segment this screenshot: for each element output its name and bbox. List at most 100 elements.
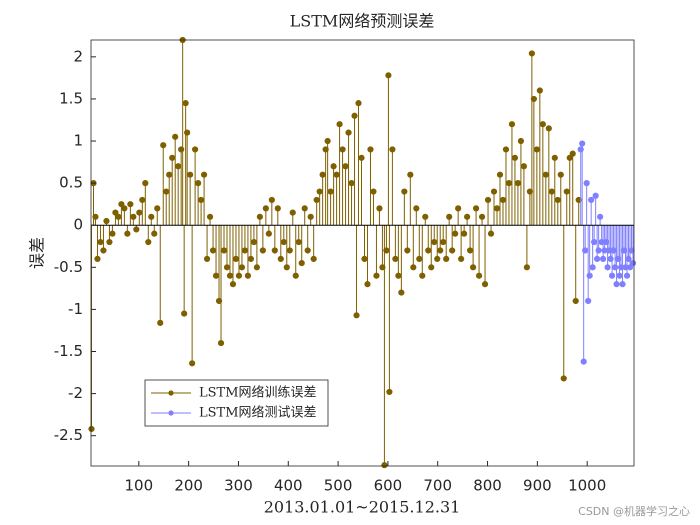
- stem-marker: [142, 180, 149, 187]
- stem-marker: [505, 180, 513, 187]
- stem-marker: [416, 255, 423, 262]
- watermark: CSDN @机器学习之心: [578, 504, 690, 518]
- stem-marker: [407, 171, 414, 178]
- stem-marker: [434, 255, 441, 262]
- stem-marker: [127, 201, 134, 208]
- stem-marker: [557, 171, 564, 178]
- stem-marker: [92, 213, 99, 220]
- stem-marker: [449, 247, 456, 254]
- stem-marker: [324, 137, 331, 145]
- stem-marker: [339, 146, 346, 153]
- y-tick-label: -1.5: [54, 342, 83, 360]
- stem-marker: [440, 238, 447, 246]
- stem-marker: [514, 180, 522, 187]
- stem-marker: [148, 213, 155, 220]
- x-tick-label: 500: [324, 477, 353, 495]
- y-tick-label: -1: [68, 300, 83, 318]
- stem-marker: [256, 213, 263, 220]
- stem-marker: [229, 281, 237, 288]
- stem-marker: [410, 264, 417, 271]
- stem-marker: [582, 247, 589, 254]
- stem-marker: [280, 238, 287, 246]
- stem-marker: [226, 272, 234, 279]
- stem-marker: [629, 260, 637, 267]
- stem-marker: [241, 247, 249, 254]
- legend-label: LSTM网络测试误差: [199, 405, 317, 421]
- stem-marker: [569, 150, 576, 157]
- stem-marker: [319, 171, 326, 178]
- stem-marker: [367, 146, 374, 153]
- stem-marker: [583, 180, 590, 187]
- stem-marker: [118, 201, 125, 208]
- stem-marker: [244, 272, 252, 279]
- stem-marker: [452, 230, 459, 237]
- stem-marker: [528, 50, 535, 57]
- stem-marker: [336, 121, 343, 128]
- x-tick-label: 300: [224, 477, 253, 495]
- stem-marker: [536, 87, 543, 94]
- stem-marker: [373, 272, 380, 279]
- stem-marker: [145, 238, 152, 246]
- stem-marker: [212, 272, 220, 279]
- stem-marker: [398, 289, 405, 296]
- stem-marker: [197, 196, 205, 204]
- stem-marker: [383, 247, 390, 254]
- stem-marker: [166, 171, 173, 178]
- x-tick-label: 1000: [568, 477, 606, 495]
- stem-marker: [298, 260, 305, 267]
- stem-marker: [467, 247, 474, 254]
- stem-marker: [232, 255, 240, 262]
- stem-marker: [608, 272, 616, 279]
- axes-box: [90, 39, 635, 467]
- x-tick-label: 400: [274, 477, 303, 495]
- stem-marker: [97, 238, 104, 246]
- stem-marker: [591, 238, 598, 246]
- stem-marker: [585, 297, 592, 305]
- stem-marker: [133, 226, 140, 233]
- stem-marker: [274, 205, 281, 212]
- stem-marker: [392, 255, 399, 262]
- stem-marker: [579, 140, 586, 147]
- stem-marker: [157, 319, 164, 326]
- stem-marker: [283, 264, 290, 271]
- stem-marker: [379, 264, 386, 271]
- stem-marker: [106, 238, 113, 246]
- stem-marker: [545, 125, 552, 132]
- stem-marker: [523, 264, 530, 271]
- stem-marker: [136, 209, 143, 216]
- stem-marker: [464, 213, 471, 220]
- stem-marker: [345, 129, 352, 136]
- stem-marker: [262, 205, 269, 212]
- stem-marker: [586, 272, 593, 279]
- stem-marker: [268, 196, 275, 204]
- stem-marker: [619, 281, 626, 288]
- stem-marker: [595, 247, 602, 254]
- y-tick-label: 0.5: [59, 174, 83, 192]
- stem-marker: [600, 255, 607, 262]
- stem-marker: [88, 425, 95, 433]
- stem-marker: [109, 230, 116, 237]
- stem-marker: [526, 188, 533, 195]
- stem-marker: [235, 272, 243, 279]
- stem-marker: [493, 205, 501, 212]
- stem-marker: [182, 100, 189, 107]
- stem-marker: [301, 205, 308, 212]
- stem-marker: [401, 188, 408, 195]
- stem-marker: [310, 255, 317, 262]
- stem-marker: [395, 272, 402, 279]
- stem-marker: [469, 264, 477, 271]
- stem-marker: [461, 230, 468, 237]
- stem-marker: [381, 462, 388, 469]
- chart-title: LSTM网络预测误差: [290, 12, 435, 31]
- stem-marker: [520, 163, 528, 170]
- stem-marker: [169, 154, 176, 161]
- stem-marker: [594, 255, 601, 262]
- stem-marker: [187, 171, 194, 178]
- stem-marker: [364, 281, 371, 288]
- y-tick-label: -2.5: [54, 426, 83, 444]
- stem-marker: [353, 312, 360, 319]
- stem-marker: [115, 213, 122, 220]
- stem-marker: [443, 255, 450, 262]
- stem-marker: [413, 205, 420, 212]
